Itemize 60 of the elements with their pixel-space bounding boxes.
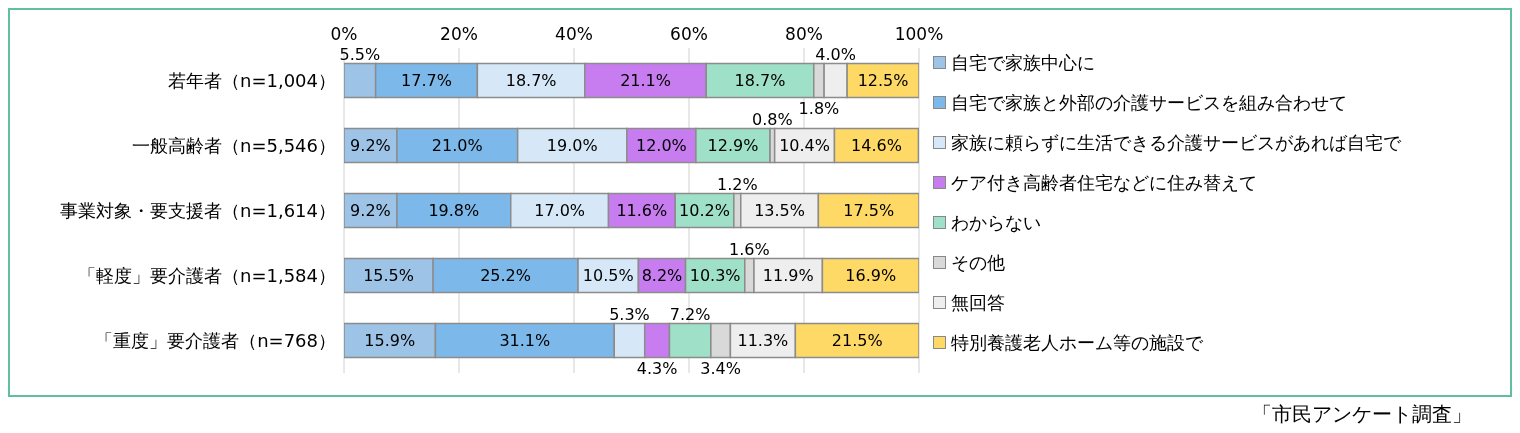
data-label: 10.4%	[779, 136, 830, 156]
y-tick-label: 若年者（n=1,004）	[167, 69, 336, 91]
data-label: 18.7%	[505, 71, 557, 91]
data-label: 10.2%	[679, 201, 730, 221]
data-label: 11.9%	[762, 266, 814, 286]
y-tick-label: 「軽度」要介護者（n=1,584）	[77, 264, 336, 286]
data-label: 10.3%	[689, 266, 741, 286]
data-label: 31.1%	[499, 331, 551, 351]
data-label: 11.3%	[737, 331, 789, 351]
data-label: 19.0%	[546, 136, 598, 156]
data-label: 13.5%	[754, 201, 805, 221]
legend-label: 自宅で家族中心に	[951, 50, 1095, 75]
data-label: 15.9%	[364, 331, 416, 351]
data-label: 3.4%	[700, 358, 741, 378]
data-label: 12.9%	[707, 136, 759, 156]
data-label: 4.3%	[636, 358, 678, 378]
x-tick-label: 60%	[670, 24, 708, 44]
text: 「市民アンケート調査」	[1251, 401, 1473, 428]
y-tick-label: 「重度」要介護者（n=768）	[95, 329, 336, 351]
data-label: 8.2%	[641, 266, 683, 286]
x-tick-label: 80%	[785, 24, 823, 44]
data-label: 12.5%	[857, 71, 909, 91]
data-label: 1.2%	[716, 174, 758, 194]
data-label: 17.5%	[843, 201, 895, 221]
data-label: 9.2%	[350, 201, 391, 221]
data-label: 12.0%	[635, 136, 687, 156]
data-label: 5.5%	[339, 44, 381, 64]
x-tick-label: 40%	[555, 24, 593, 44]
data-label: 15.5%	[363, 266, 414, 286]
legend-label: 特別養護老人ホーム等の施設で	[951, 330, 1203, 355]
data-label: 7.2%	[669, 304, 711, 324]
data-label: 0.8%	[752, 109, 793, 129]
data-label: 18.7%	[734, 71, 786, 91]
data-label: 21.5%	[831, 331, 883, 351]
data-label: 17.0%	[534, 201, 586, 221]
data-label: 21.0%	[431, 136, 483, 156]
y-tick-label: 事業対象・要支援者（n=1,614）	[59, 199, 336, 221]
data-label: 25.2%	[480, 266, 531, 286]
legend-label: 家族に頼らずに生活できる介護サービスがあれば自宅で	[951, 130, 1401, 155]
y-tick-label: 一般高齢者（n=5,546）	[131, 134, 336, 156]
data-label: 19.8%	[428, 201, 480, 221]
data-label: 4.0%	[815, 44, 856, 64]
x-tick-label: 0%	[330, 24, 358, 44]
data-label: 21.1%	[620, 71, 671, 91]
data-label: 11.6%	[616, 201, 668, 221]
data-label: 1.8%	[798, 98, 840, 118]
legend-label: 無回答	[951, 290, 1005, 315]
legend-label: ケア付き高齢者住宅などに住み替えて	[951, 170, 1257, 195]
legend-label: わからない	[951, 210, 1041, 235]
data-label: 1.6%	[729, 239, 770, 259]
data-label: 16.9%	[845, 266, 897, 286]
data-label: 9.2%	[350, 136, 391, 156]
legend-label: その他	[951, 250, 1005, 275]
data-label: 14.6%	[851, 136, 902, 156]
legend-label: 自宅で家族と外部の介護サービスを組み合わせて	[951, 90, 1347, 115]
data-label: 5.3%	[609, 304, 650, 324]
x-tick-label: 20%	[440, 24, 478, 44]
data-label: 17.7%	[401, 71, 452, 91]
x-tick-label: 100%	[894, 24, 944, 44]
data-label: 10.5%	[582, 266, 634, 286]
